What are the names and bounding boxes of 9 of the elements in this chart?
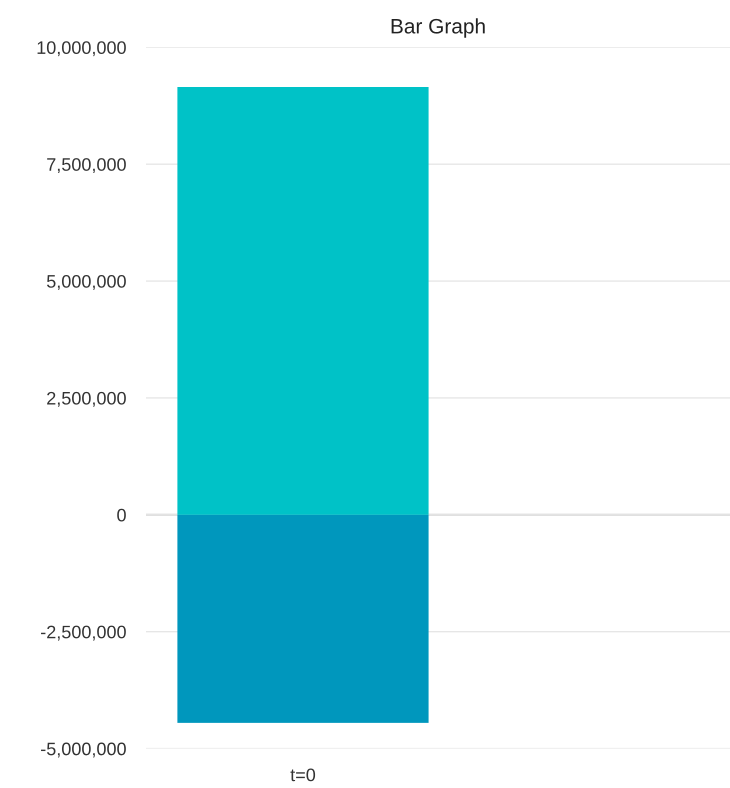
y-tick-label: -5,000,000 bbox=[41, 742, 126, 758]
y-tick-label: 0 bbox=[117, 508, 126, 522]
chart-title: Bar Graph bbox=[392, 18, 485, 38]
y-tick-label: -2,500,000 bbox=[41, 626, 126, 641]
x-tick-label: t=0 bbox=[290, 768, 316, 782]
y-tick-label: 2,500,000 bbox=[47, 392, 126, 407]
y-tick-label: 5,000,000 bbox=[46, 274, 126, 290]
y-tick-label: 10,000,000 bbox=[38, 41, 126, 56]
y-tick-label: 7,500,000 bbox=[47, 158, 126, 174]
